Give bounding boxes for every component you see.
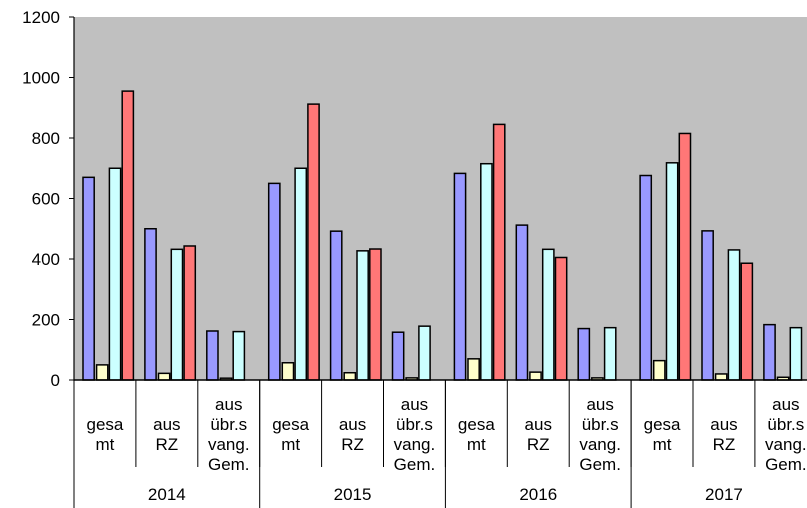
category-label: aus [215,395,242,414]
category-label: aus [586,395,613,414]
bar [515,224,529,381]
category-label: aus [401,395,428,414]
category-label: RZ [341,435,364,454]
bar [157,372,171,381]
category-label: mt [467,435,486,454]
category-label: aus [153,415,180,434]
bar [418,325,431,381]
category-label: übr.s [210,415,247,434]
bar [95,364,109,381]
year-label: 2014 [148,485,186,504]
bar [789,326,803,381]
bar [144,228,157,381]
bar [232,330,246,381]
y-tick-label: 1200 [22,8,60,27]
category-label: aus [710,415,737,434]
bar [639,174,653,381]
category-label: mt [653,435,672,454]
category-label: RZ [527,435,550,454]
bar [665,162,679,381]
bar [727,249,741,381]
bar [369,248,382,381]
category-label: Gem. [394,455,436,474]
category-label: Gem. [765,455,807,474]
bar [453,172,467,381]
bar [356,250,369,381]
category-label: Gem. [208,455,250,474]
category-label: Gem. [579,455,621,474]
category-label: aus [525,415,552,434]
bar [206,330,219,381]
bar [492,123,506,381]
bar [82,176,95,381]
category-label: vang. [579,435,621,454]
category-label: RZ [156,435,179,454]
year-label: 2016 [519,485,557,504]
bar [294,167,308,381]
category-label: übr.s [582,415,619,434]
bar [329,230,343,381]
y-tick-label: 200 [32,311,60,330]
bar [529,371,542,381]
bar [740,262,754,381]
bar [701,230,714,381]
category-label: gesa [644,415,681,434]
bar [391,331,405,381]
bar [170,248,184,381]
x-axis: gesamtausRZausübr.svang.Gem.2014gesamtau… [73,379,807,508]
bar [714,373,728,381]
category-label: übr.s [396,415,433,434]
bar [554,256,568,381]
category-label: gesa [458,415,495,434]
category-label: vang. [394,435,436,454]
category-label: übr.s [767,415,804,434]
y-axis: 0 200 400 600 800 1000 1200 [22,8,75,390]
bar [183,245,197,381]
category-label: RZ [713,435,736,454]
category-label: vang. [765,435,807,454]
bar [121,90,135,381]
y-tick-label: 1000 [22,69,60,88]
y-tick-label: 600 [32,190,60,209]
y-tick-label: 800 [32,129,60,148]
bar [343,371,357,381]
bar [267,182,281,381]
year-label: 2015 [334,485,372,504]
bar [678,132,692,381]
bar [541,248,555,381]
category-label: mt [96,435,115,454]
year-label: 2017 [705,485,743,504]
category-label: aus [339,415,366,434]
bar [577,327,591,381]
bar [108,167,122,381]
y-tick-label: 400 [32,250,60,269]
bar [763,323,776,381]
category-label: gesa [87,415,124,434]
category-label: vang. [208,435,250,454]
bar [652,359,666,381]
category-label: gesa [272,415,309,434]
category-label: aus [772,395,799,414]
bar [467,358,480,381]
y-tick-label: 0 [51,371,60,390]
bar [307,103,320,381]
category-label: mt [281,435,300,454]
bar [281,362,295,381]
bar [480,162,493,381]
bar [603,326,617,381]
